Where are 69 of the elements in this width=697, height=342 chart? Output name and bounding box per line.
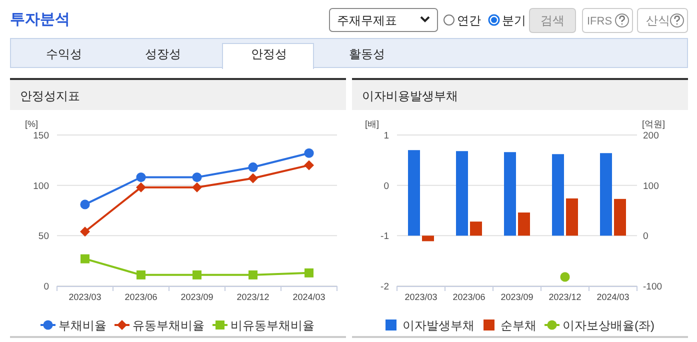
point (192, 172, 202, 182)
point (248, 270, 258, 280)
text: 검색 (540, 14, 564, 28)
y2-tick-label: 0 (643, 231, 648, 242)
bar (408, 150, 420, 236)
point (304, 268, 314, 278)
bar (422, 236, 434, 242)
point (304, 148, 314, 158)
point (248, 162, 258, 172)
y-axis-title: [배] (365, 119, 380, 129)
y-tick-label: -2 (380, 282, 389, 292)
x-tick-label: 2023/12 (236, 292, 270, 302)
text: 주재무제표 (337, 14, 397, 28)
chart-title: 안정성지표 (20, 89, 80, 103)
y-tick-label: 100 (33, 180, 49, 192)
y2-tick-label: 200 (643, 130, 659, 142)
y2-tick-label: 100 (643, 180, 659, 192)
y-tick-label: 0 (384, 180, 389, 192)
y-tick-label: 150 (33, 130, 49, 142)
point (136, 172, 146, 182)
text: 안정성 (251, 47, 287, 61)
y-tick-label: 0 (44, 282, 49, 292)
bar (470, 222, 482, 236)
text: 분기 (502, 14, 526, 28)
bar (504, 152, 516, 236)
point (80, 254, 90, 264)
legend-label: 순부채 (500, 318, 536, 332)
x-tick-label: 2023/12 (548, 292, 582, 302)
y2-axis-title: [억원] (642, 119, 666, 129)
chart-title: 이자비용발생부채 (362, 89, 458, 103)
bar (566, 198, 578, 236)
point (136, 182, 146, 192)
x-tick-label: 2023/03 (68, 292, 102, 302)
y2-tick-label: -100 (643, 282, 662, 292)
bar (552, 154, 564, 236)
bar (518, 212, 530, 236)
x-tick-label: 2023/06 (124, 292, 158, 302)
legend-label: 부채비율 (58, 318, 106, 332)
text: 산식 (646, 14, 670, 28)
text: 연간 (457, 14, 481, 28)
bar (614, 198, 626, 236)
point (304, 160, 314, 170)
bar (600, 153, 612, 236)
legend-label: 이자보상배율(좌) (562, 318, 654, 332)
text: 투자분석 (10, 11, 70, 28)
legend-label: 비유동부채비율 (230, 318, 314, 332)
point (248, 173, 258, 184)
point (80, 200, 90, 210)
y-tick-label: 1 (384, 130, 389, 142)
x-tick-label: 2024/03 (596, 292, 630, 302)
x-tick-label: 2023/03 (404, 292, 438, 302)
x-tick-label: 2023/06 (452, 292, 486, 302)
text: 활동성 (349, 47, 385, 61)
point (80, 226, 90, 237)
point (192, 182, 202, 192)
y-tick-label: -1 (380, 231, 389, 242)
point (192, 270, 202, 280)
y-tick-label: 50 (38, 231, 49, 242)
text: IFRS (587, 16, 612, 28)
x-tick-label: 2024/03 (292, 292, 326, 302)
x-tick-label: 2023/09 (500, 292, 534, 302)
point (136, 270, 146, 280)
legend-label: 이자발생부채 (402, 318, 474, 332)
x-tick-label: 2023/09 (180, 292, 214, 302)
text: 수익성 (46, 47, 82, 61)
text: 성장성 (145, 47, 181, 61)
y-axis-title: [%] (25, 119, 38, 129)
legend-label: 유동부채비율 (132, 318, 204, 332)
bar (456, 151, 468, 236)
